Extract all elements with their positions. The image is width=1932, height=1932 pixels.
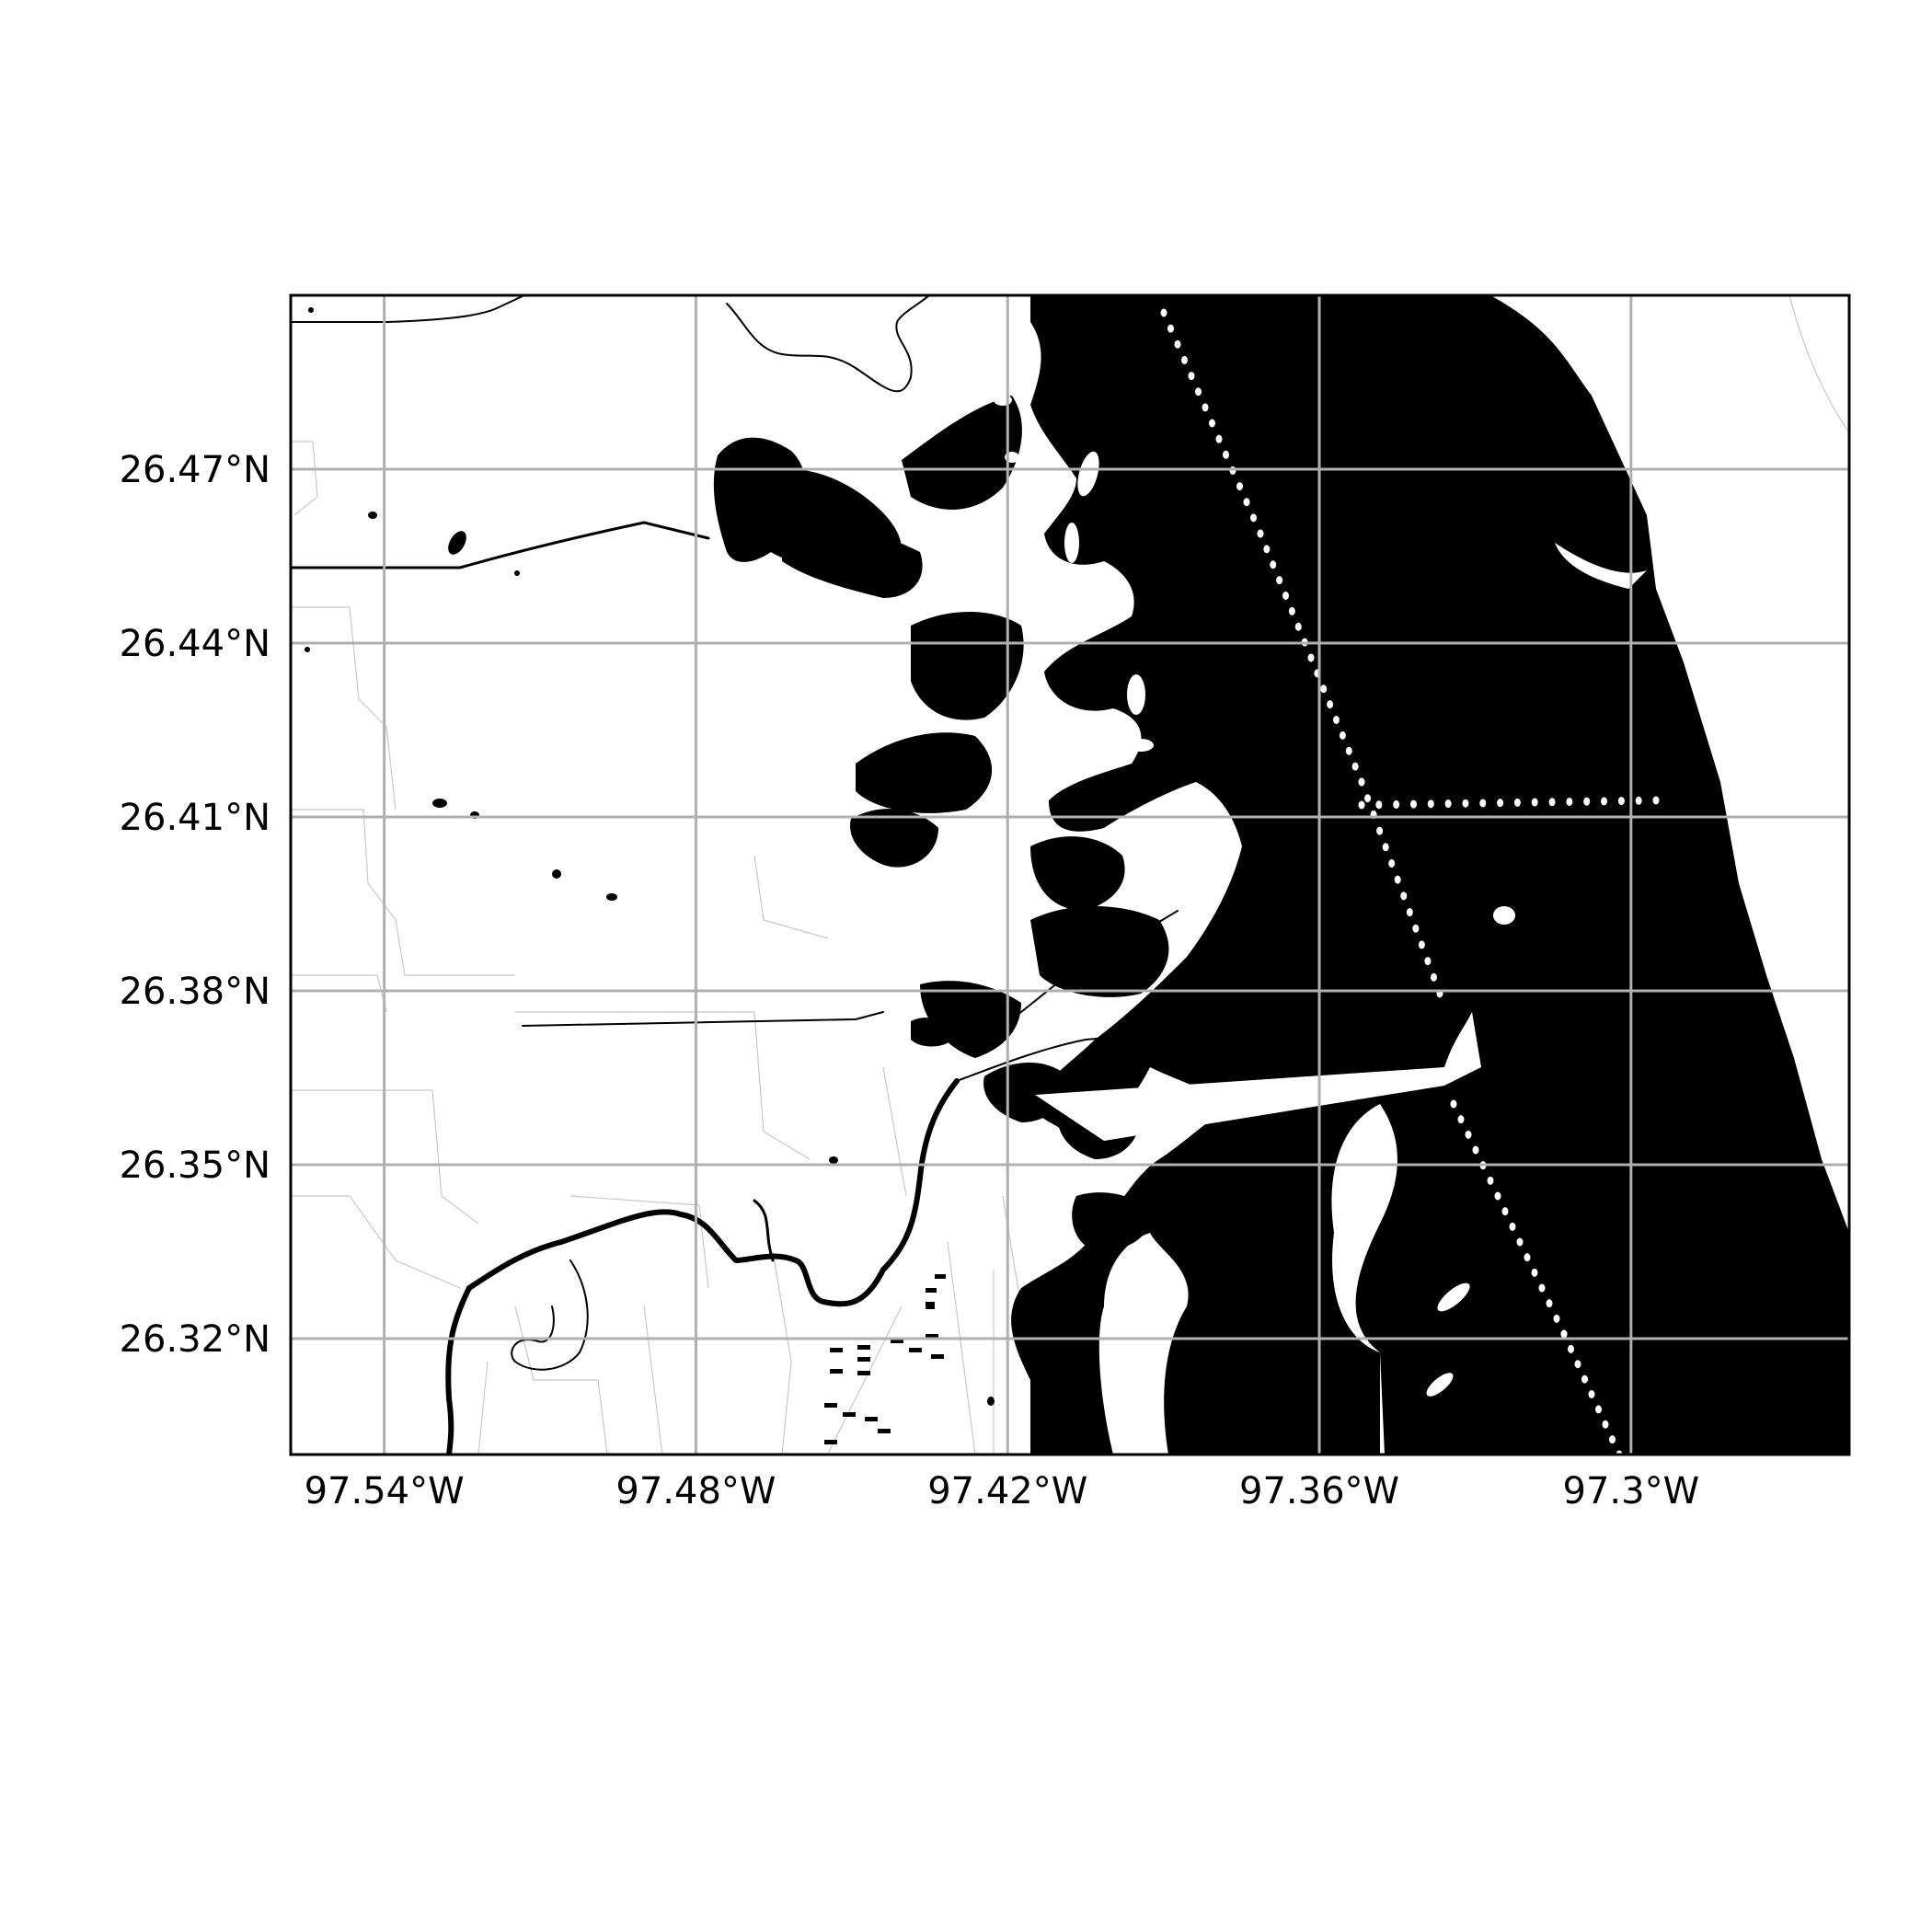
spoil-island xyxy=(1257,529,1264,538)
spoil-island xyxy=(1393,799,1400,809)
longitude-tick-label: 97.42°W xyxy=(927,1470,1087,1512)
spoil-island xyxy=(1509,1222,1516,1231)
spoil-island xyxy=(1270,560,1277,569)
spoil-island xyxy=(1516,1237,1524,1247)
spoil-island xyxy=(1320,684,1328,694)
spoil-island xyxy=(1382,843,1389,852)
spoil-island xyxy=(1472,1145,1479,1155)
spoil-island xyxy=(1501,1207,1509,1216)
spoil-island xyxy=(1548,798,1556,807)
spoil-island xyxy=(1250,513,1257,523)
spoil-island xyxy=(1601,797,1608,806)
gridlines xyxy=(291,295,1849,1455)
latitude-tick-label: 26.35°N xyxy=(120,1144,270,1187)
spoil-island xyxy=(1487,1176,1494,1185)
spoil-island xyxy=(1409,799,1417,809)
spoil-island xyxy=(1215,434,1223,443)
latitude-tick-label: 26.44°N xyxy=(120,623,270,665)
spoil-island xyxy=(1339,730,1346,740)
spoil-island xyxy=(1553,1314,1560,1323)
latitude-tick-label: 26.38°N xyxy=(120,971,270,1013)
spoil-island xyxy=(1188,372,1195,381)
map-frame xyxy=(289,293,1851,1456)
spoil-island xyxy=(1202,403,1209,412)
spoil-island xyxy=(1635,796,1642,805)
spoil-island xyxy=(1181,355,1188,364)
spoil-island xyxy=(1236,482,1243,491)
spoil-island xyxy=(1333,716,1340,724)
spoil-island xyxy=(1531,798,1538,807)
spoil-island xyxy=(1609,1435,1616,1444)
spoil-island xyxy=(1263,545,1271,554)
spoil-island xyxy=(1345,746,1352,755)
spoil-island xyxy=(1276,576,1283,585)
longitude-tick-label: 97.36°W xyxy=(1239,1470,1399,1512)
spoil-island xyxy=(1358,800,1365,810)
spoil-island xyxy=(1412,924,1420,933)
spoil-island xyxy=(1358,777,1365,787)
spoil-island xyxy=(1444,799,1452,809)
spoil-island xyxy=(1406,908,1413,917)
spoil-island xyxy=(1209,419,1215,428)
spoil-island xyxy=(1479,799,1487,808)
spoil-island xyxy=(1223,450,1229,459)
spoil-island xyxy=(1427,799,1434,809)
spoil-island xyxy=(1465,1130,1472,1139)
spoil-island xyxy=(1513,798,1521,807)
spoil-island xyxy=(1327,700,1334,709)
spoil-island xyxy=(1581,1374,1588,1384)
spoil-island xyxy=(1588,1390,1595,1398)
spoil-island xyxy=(1243,498,1250,507)
spoil-island xyxy=(1566,797,1573,806)
spoil-island xyxy=(1560,1329,1568,1339)
spoil-island xyxy=(1174,339,1181,349)
latitude-axis: 26.47°N 26.44°N 26.41°N 26.38°N 26.35°N 26.32… xyxy=(120,449,270,1361)
spoil-island xyxy=(1546,1299,1553,1308)
longitude-axis: 97.54°W 97.48°W 97.42°W 97.36°W 97.3°W xyxy=(305,1470,1700,1512)
spoil-island xyxy=(1524,1253,1531,1262)
spoil-island xyxy=(1167,324,1174,333)
road-network xyxy=(291,295,1849,1455)
spoil-island xyxy=(1450,1099,1457,1109)
spoil-island xyxy=(1282,592,1289,600)
spoil-island xyxy=(1462,799,1469,808)
spoil-island xyxy=(1595,1405,1602,1414)
spoil-island xyxy=(1294,622,1302,631)
spoil-island xyxy=(1424,957,1432,966)
longitude-tick-label: 97.3°W xyxy=(1563,1470,1700,1512)
spoil-island xyxy=(1497,799,1504,808)
spoil-island xyxy=(1375,800,1383,810)
spoil-island xyxy=(1574,1360,1581,1369)
spoil-islands xyxy=(1160,308,1660,1455)
spoil-island xyxy=(1583,797,1591,806)
spoil-island xyxy=(1195,387,1202,397)
spoil-island xyxy=(1652,796,1660,805)
spoil-island xyxy=(1494,1191,1501,1201)
spoil-island xyxy=(1376,826,1384,835)
spoil-island xyxy=(1538,1283,1546,1293)
spoil-island xyxy=(1568,1344,1574,1353)
spoil-island xyxy=(1400,891,1408,901)
latitude-tick-label: 26.47°N xyxy=(120,449,270,491)
spoil-island xyxy=(1388,858,1396,868)
latitude-tick-label: 26.32°N xyxy=(120,1318,270,1361)
spoil-island xyxy=(1602,1420,1609,1429)
map-content xyxy=(291,295,1849,1455)
spoil-island xyxy=(1394,875,1401,884)
latitude-tick-label: 26.41°N xyxy=(120,797,270,839)
spoil-island xyxy=(1160,308,1167,317)
spoil-island xyxy=(1288,606,1295,615)
spoil-island xyxy=(1457,1115,1465,1124)
spoil-island xyxy=(1531,1268,1538,1277)
longitude-tick-label: 97.48°W xyxy=(615,1470,776,1512)
spoil-island xyxy=(1364,794,1372,803)
waterways xyxy=(291,295,1372,1455)
spoil-island xyxy=(1351,762,1359,771)
spoil-island xyxy=(1307,653,1315,662)
longitude-tick-label: 97.54°W xyxy=(305,1470,465,1512)
spoil-island xyxy=(1617,797,1625,806)
spoil-island xyxy=(1430,972,1437,982)
spoil-island xyxy=(1418,940,1425,949)
